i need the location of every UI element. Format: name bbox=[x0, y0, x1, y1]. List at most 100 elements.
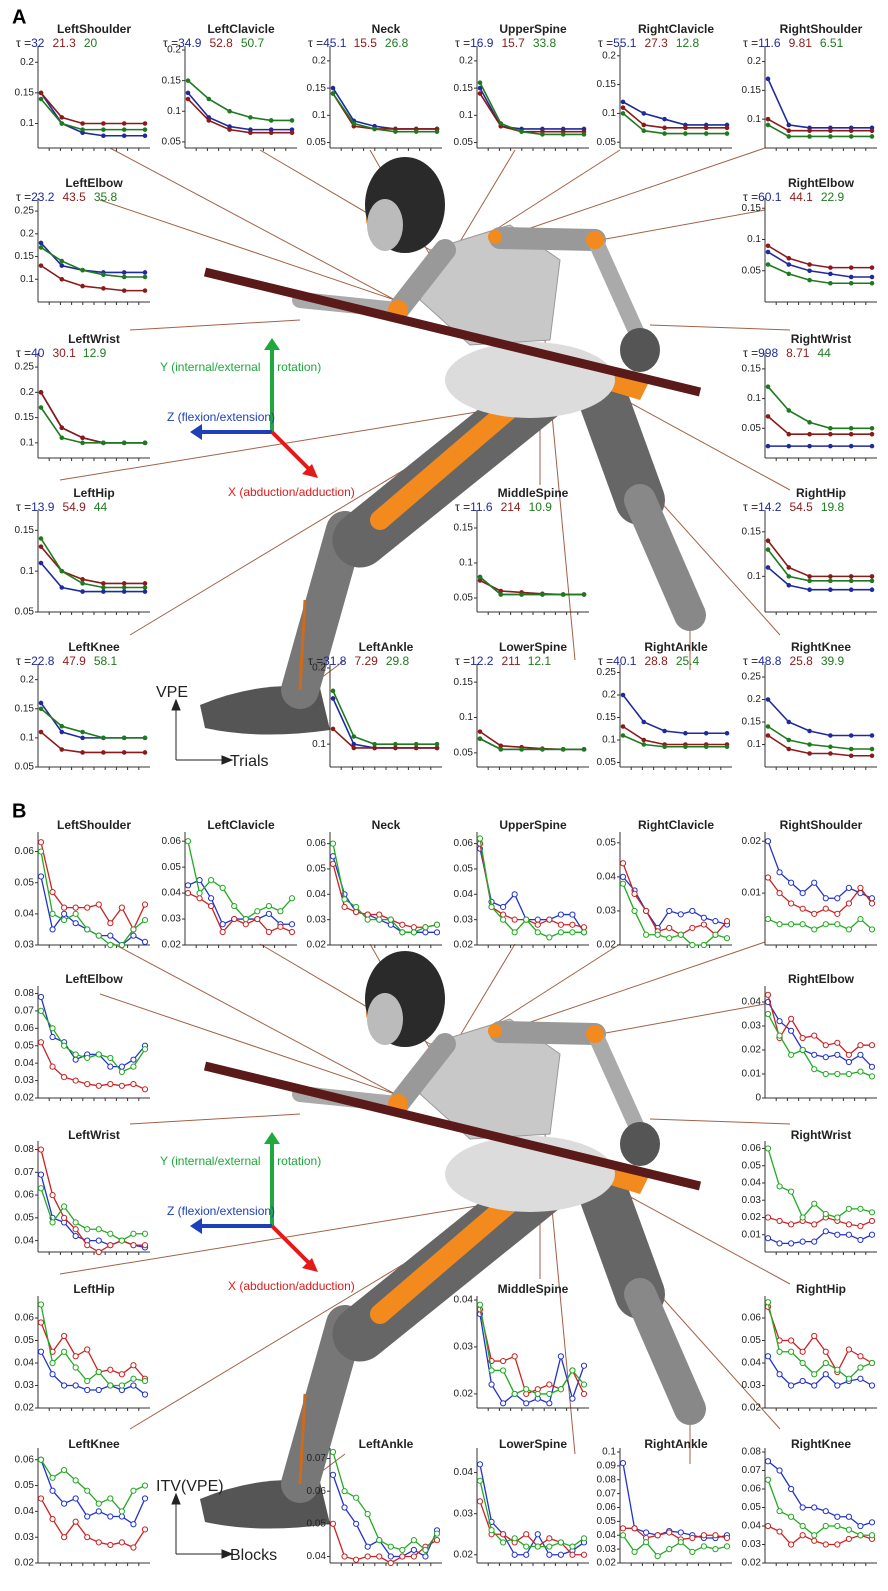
point bbox=[724, 1535, 729, 1540]
panel: LeftKnee0.020.030.040.050.06 bbox=[15, 1437, 150, 1568]
tau-prefix: τ = bbox=[743, 500, 758, 514]
tau-prefix: τ = bbox=[16, 36, 31, 50]
point bbox=[108, 1496, 113, 1501]
y-tick-label: 0.06 bbox=[307, 1486, 327, 1497]
y-tick-label: 0.05 bbox=[307, 137, 327, 148]
point bbox=[266, 929, 271, 934]
point bbox=[50, 1192, 55, 1197]
point bbox=[81, 268, 85, 272]
point bbox=[765, 916, 770, 921]
point bbox=[143, 128, 147, 132]
point bbox=[535, 922, 540, 927]
tau-value: 23.2 bbox=[31, 190, 55, 204]
point bbox=[131, 1057, 136, 1062]
point bbox=[858, 1237, 863, 1242]
y-tick-label: 0.03 bbox=[307, 914, 327, 925]
point bbox=[434, 1538, 439, 1543]
point bbox=[354, 904, 359, 909]
point bbox=[102, 134, 106, 138]
point bbox=[777, 1033, 782, 1038]
series-line bbox=[768, 1461, 872, 1526]
point bbox=[50, 1517, 55, 1522]
point bbox=[823, 1043, 828, 1048]
point bbox=[870, 266, 874, 270]
point bbox=[365, 1544, 370, 1549]
point bbox=[73, 1383, 78, 1388]
y-tick-label: 0.06 bbox=[742, 1484, 762, 1495]
point bbox=[85, 1514, 90, 1519]
point bbox=[701, 915, 706, 920]
point bbox=[829, 752, 833, 756]
point bbox=[869, 1383, 874, 1388]
point bbox=[800, 1239, 805, 1244]
point bbox=[678, 912, 683, 917]
point bbox=[663, 117, 667, 121]
y-tick-label: 0.03 bbox=[15, 940, 35, 951]
point bbox=[808, 729, 812, 733]
point bbox=[278, 924, 283, 929]
point bbox=[667, 936, 672, 941]
y-tick-label: 0.05 bbox=[597, 757, 617, 768]
panel-title: RightClavicle bbox=[638, 818, 714, 832]
point bbox=[197, 896, 202, 901]
point bbox=[678, 1540, 683, 1545]
point bbox=[186, 79, 190, 83]
y-tick-label: 0.04 bbox=[454, 1295, 474, 1306]
point bbox=[50, 927, 55, 932]
point bbox=[835, 1367, 840, 1372]
point bbox=[39, 406, 43, 410]
point bbox=[96, 1227, 101, 1232]
point bbox=[108, 1243, 113, 1248]
y-tick-label: 0.02 bbox=[454, 1389, 474, 1400]
panel-title: RightKnee bbox=[791, 1437, 851, 1451]
y-tick-label: 0.1 bbox=[312, 739, 326, 750]
y-tick-label: 0.1 bbox=[167, 106, 181, 117]
point bbox=[60, 436, 64, 440]
panel-title: LeftAnkle bbox=[359, 1437, 414, 1451]
point bbox=[207, 97, 211, 101]
point bbox=[342, 1554, 347, 1559]
point bbox=[394, 742, 398, 746]
tau-label: τ =16.915.733.8 bbox=[455, 36, 556, 50]
point bbox=[394, 746, 398, 750]
point bbox=[870, 588, 874, 592]
tau-value: 44 bbox=[817, 346, 831, 360]
series-line bbox=[768, 878, 872, 914]
point bbox=[414, 746, 418, 750]
point bbox=[766, 385, 770, 389]
point bbox=[789, 1028, 794, 1033]
y-tick-label: 0.01 bbox=[742, 1069, 762, 1080]
y-tick-label: 0.2 bbox=[20, 674, 34, 685]
point bbox=[823, 1509, 828, 1514]
panel: RightClavicle0.020.030.040.05 bbox=[597, 818, 732, 950]
point bbox=[777, 870, 782, 875]
point bbox=[266, 911, 271, 916]
series-line bbox=[768, 1307, 872, 1372]
series-line bbox=[768, 1148, 872, 1217]
point bbox=[512, 1536, 517, 1541]
y-tick-label: 0.1 bbox=[747, 114, 761, 125]
point bbox=[849, 575, 853, 579]
point bbox=[131, 1081, 136, 1086]
point bbox=[122, 289, 126, 293]
point bbox=[39, 264, 43, 268]
point bbox=[725, 745, 729, 749]
y-tick-label: 0.02 bbox=[454, 940, 474, 951]
point bbox=[789, 901, 794, 906]
tau-label: τ =40.128.825.4 bbox=[598, 654, 699, 668]
point bbox=[143, 751, 147, 755]
point bbox=[39, 537, 43, 541]
point bbox=[701, 922, 706, 927]
tau-value: 25.4 bbox=[676, 654, 700, 668]
y-tick-label: 0.04 bbox=[742, 1178, 762, 1189]
panel-title: LeftKnee bbox=[68, 640, 120, 654]
point bbox=[96, 1501, 101, 1506]
y-tick-label: 0.15 bbox=[742, 526, 762, 537]
tau-value: 29.8 bbox=[386, 654, 410, 668]
y-tick-label: 0.15 bbox=[597, 79, 617, 90]
point bbox=[435, 742, 439, 746]
point bbox=[787, 409, 791, 413]
point bbox=[478, 575, 482, 579]
tau-prefix: τ = bbox=[16, 500, 31, 514]
tau-value: 13.9 bbox=[31, 500, 55, 514]
